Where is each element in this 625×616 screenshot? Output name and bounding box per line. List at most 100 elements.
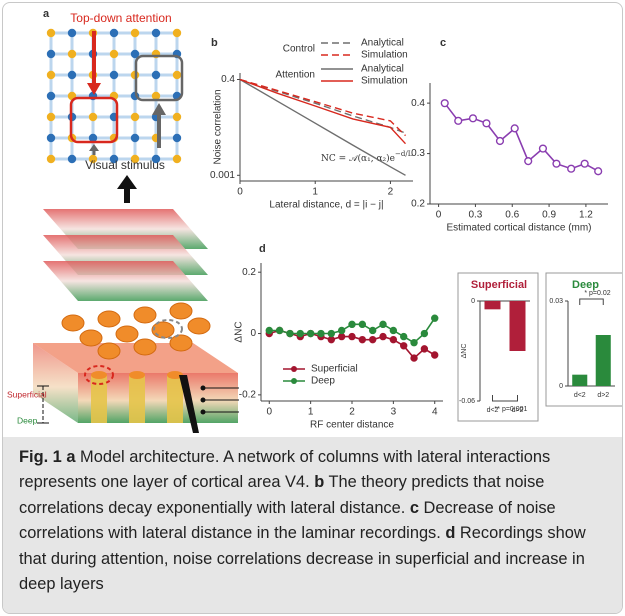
x-axis-label: Lateral distance, d = |i − j| bbox=[269, 200, 383, 211]
marker bbox=[482, 119, 491, 128]
x-tick-label: 0.3 bbox=[468, 210, 482, 221]
legend-marker bbox=[291, 378, 297, 384]
marker bbox=[275, 326, 284, 335]
series-line bbox=[239, 78, 406, 134]
unit bbox=[130, 112, 140, 122]
unit bbox=[88, 154, 98, 164]
deep-label: Deep bbox=[17, 415, 38, 425]
y-tick-label: 0.2 bbox=[411, 199, 425, 210]
column-top bbox=[169, 302, 193, 320]
unit bbox=[67, 49, 77, 59]
y-tick-label: 0.4 bbox=[411, 98, 425, 109]
unit bbox=[172, 112, 182, 122]
x-tick-label: 3 bbox=[391, 407, 397, 418]
unit bbox=[130, 154, 140, 164]
caption-part-label: a bbox=[66, 448, 76, 466]
superficial-label: Superficial bbox=[7, 389, 47, 399]
attention-label: Top-down attention bbox=[70, 11, 171, 25]
column-top bbox=[133, 306, 157, 324]
marker bbox=[495, 136, 505, 146]
unit bbox=[46, 112, 56, 122]
series-line bbox=[239, 78, 406, 137]
unit bbox=[172, 70, 182, 80]
legend-label: Analytical bbox=[361, 64, 404, 75]
unit bbox=[46, 154, 56, 164]
caption-part-text: Recordings show that during attention, n… bbox=[19, 524, 586, 594]
x-tick-label: d<2 bbox=[574, 392, 586, 399]
figure-panels: a Top-down attention Visual stimulus S bbox=[7, 8, 622, 433]
caption: Fig. 1 a Model architecture. A network o… bbox=[3, 437, 622, 613]
arrow-head bbox=[152, 103, 166, 115]
caption-part-label: b bbox=[314, 473, 325, 492]
equation-exponent: −d/L bbox=[395, 150, 413, 158]
marker bbox=[410, 339, 418, 347]
panel-label: d bbox=[259, 243, 266, 255]
column-top bbox=[79, 329, 103, 347]
column-top bbox=[187, 317, 211, 335]
marker bbox=[400, 342, 408, 350]
column-top bbox=[167, 371, 183, 379]
caption-part-text: The theory predicts that noise correlati… bbox=[19, 473, 545, 517]
unit bbox=[46, 133, 56, 143]
x-tick-label: 0 bbox=[237, 187, 243, 198]
marker bbox=[538, 144, 548, 153]
unit bbox=[46, 49, 56, 59]
caption-part-label: c bbox=[409, 498, 419, 517]
y-tick-label: -0.2 bbox=[239, 390, 257, 401]
legend-marker bbox=[291, 366, 297, 372]
unit bbox=[130, 133, 140, 143]
unit bbox=[151, 154, 161, 164]
caption-part-text: Model architecture. A network of columns… bbox=[19, 448, 551, 492]
layer bbox=[43, 261, 208, 301]
marker bbox=[567, 164, 576, 173]
marker bbox=[265, 326, 273, 335]
x-tick-label: 0.9 bbox=[542, 210, 556, 221]
stimulus-label: Visual stimulus bbox=[85, 158, 165, 172]
bar bbox=[595, 335, 611, 386]
marker bbox=[389, 326, 398, 335]
marker bbox=[306, 329, 315, 338]
marker bbox=[468, 114, 478, 123]
caption-part-text: Decrease of noise correlations with late… bbox=[19, 498, 556, 543]
column-top bbox=[129, 371, 145, 379]
marker bbox=[420, 329, 429, 338]
x-axis-label: RF center distance bbox=[310, 420, 394, 431]
marker bbox=[594, 167, 603, 176]
unit bbox=[172, 154, 182, 164]
unit bbox=[172, 28, 182, 38]
legend-label: Simulation bbox=[361, 76, 408, 87]
marker bbox=[327, 329, 336, 338]
marker bbox=[454, 116, 463, 125]
marker bbox=[348, 320, 356, 329]
y-tick-label: -0.06 bbox=[459, 398, 475, 405]
arrow-head bbox=[117, 175, 137, 189]
marker bbox=[410, 354, 418, 362]
stimulus-column bbox=[153, 319, 183, 339]
column bbox=[91, 375, 107, 423]
series-line bbox=[239, 78, 407, 145]
marker bbox=[379, 332, 387, 341]
marker bbox=[400, 332, 408, 341]
slab-side bbox=[33, 343, 78, 423]
unit bbox=[67, 70, 77, 80]
legend-label: Analytical bbox=[361, 38, 404, 49]
x-tick-label: 4 bbox=[432, 407, 438, 418]
unit bbox=[172, 133, 182, 143]
x-tick-label: d<2 bbox=[487, 407, 499, 414]
y-tick-label: 0 bbox=[250, 328, 256, 339]
column-top bbox=[133, 338, 157, 356]
column-top bbox=[151, 321, 175, 339]
unit bbox=[88, 112, 98, 122]
series-line bbox=[444, 102, 599, 172]
slab-top bbox=[33, 343, 238, 373]
marker bbox=[368, 326, 377, 335]
unit bbox=[109, 28, 119, 38]
column-top bbox=[91, 371, 107, 379]
unit bbox=[67, 28, 77, 38]
electrode bbox=[179, 375, 199, 433]
marker bbox=[440, 99, 449, 108]
unit bbox=[88, 133, 98, 143]
marker bbox=[431, 351, 439, 359]
probe-dot bbox=[200, 397, 206, 403]
bar bbox=[509, 301, 526, 351]
